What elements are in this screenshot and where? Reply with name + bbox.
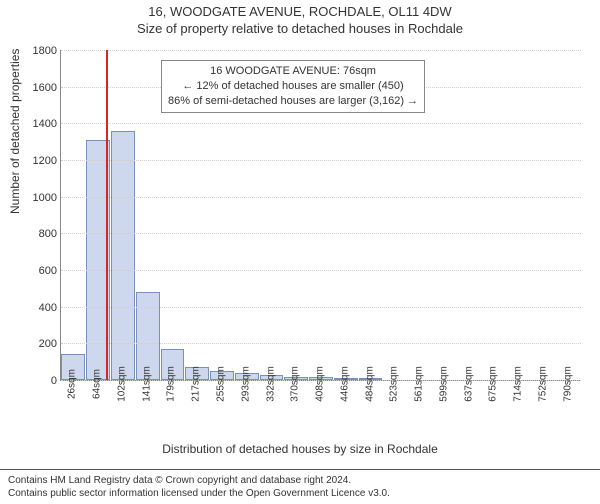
annotation-box: 16 WOODGATE AVENUE: 76sqm ← 12% of detac… [161, 60, 425, 113]
footer-line2: Contains public sector information licen… [8, 487, 592, 500]
page-title-line1: 16, WOODGATE AVENUE, ROCHDALE, OL11 4DW [0, 4, 600, 19]
x-tick-label: 370sqm [283, 382, 308, 444]
x-tick-label: 179sqm [159, 382, 184, 444]
x-tick-label: 790sqm [555, 382, 580, 444]
bar-slot [556, 50, 581, 380]
y-axis-title: Number of detached properties [8, 49, 22, 214]
plot-area: 16 WOODGATE AVENUE: 76sqm ← 12% of detac… [60, 50, 581, 381]
x-tick-label: 561sqm [407, 382, 432, 444]
y-tick-label: 200 [39, 338, 61, 350]
y-tick-label: 1000 [33, 192, 61, 204]
x-tick-label: 26sqm [60, 382, 85, 444]
gridline: 600 [61, 270, 581, 271]
bar-slot [457, 50, 482, 380]
bar-slot [507, 50, 532, 380]
gridline: 400 [61, 307, 581, 308]
x-tick-label: 599sqm [431, 382, 456, 444]
gridline: 200 [61, 343, 581, 344]
gridline: 1000 [61, 197, 581, 198]
bar-slot [432, 50, 457, 380]
x-tick-label: 332sqm [258, 382, 283, 444]
y-tick-label: 600 [39, 265, 61, 277]
bar-slot [135, 50, 160, 380]
x-axis-title: Distribution of detached houses by size … [0, 442, 600, 456]
x-tick-label: 64sqm [85, 382, 110, 444]
x-tick-label: 102sqm [110, 382, 135, 444]
chart-area: Number of detached properties 16 WOODGAT… [0, 44, 600, 454]
bar-slot [61, 50, 86, 380]
marker-line [106, 50, 108, 380]
y-tick-label: 800 [39, 228, 61, 240]
x-labels: 26sqm64sqm102sqm141sqm179sqm217sqm255sqm… [60, 382, 580, 444]
x-tick-label: 217sqm [184, 382, 209, 444]
page-title-line2: Size of property relative to detached ho… [0, 21, 600, 36]
y-tick-label: 1800 [33, 45, 61, 57]
bar-slot [482, 50, 507, 380]
x-tick-label: 714sqm [506, 382, 531, 444]
gridline: 1400 [61, 123, 581, 124]
x-tick-label: 675sqm [481, 382, 506, 444]
y-tick-label: 400 [39, 302, 61, 314]
footer-line1: Contains HM Land Registry data © Crown c… [8, 474, 592, 487]
annotation-line2: ← 12% of detached houses are smaller (45… [168, 79, 418, 94]
x-tick-label: 523sqm [382, 382, 407, 444]
x-tick-label: 141sqm [134, 382, 159, 444]
gridline: 1800 [61, 50, 581, 51]
x-tick-label: 752sqm [531, 382, 556, 444]
annotation-line1: 16 WOODGATE AVENUE: 76sqm [168, 64, 418, 79]
x-tick-label: 408sqm [308, 382, 333, 444]
bar-slot [532, 50, 557, 380]
gridline: 1200 [61, 160, 581, 161]
x-tick-label: 637sqm [456, 382, 481, 444]
y-tick-label: 1200 [33, 155, 61, 167]
gridline: 800 [61, 233, 581, 234]
x-tick-label: 293sqm [233, 382, 258, 444]
x-tick-label: 446sqm [332, 382, 357, 444]
annotation-line3: 86% of semi-detached houses are larger (… [168, 94, 418, 109]
footer: Contains HM Land Registry data © Crown c… [0, 469, 600, 502]
x-tick-label: 255sqm [209, 382, 234, 444]
y-tick-label: 1600 [33, 82, 61, 94]
x-tick-label: 484sqm [357, 382, 382, 444]
bar-slot [111, 50, 136, 380]
y-tick-label: 1400 [33, 118, 61, 130]
